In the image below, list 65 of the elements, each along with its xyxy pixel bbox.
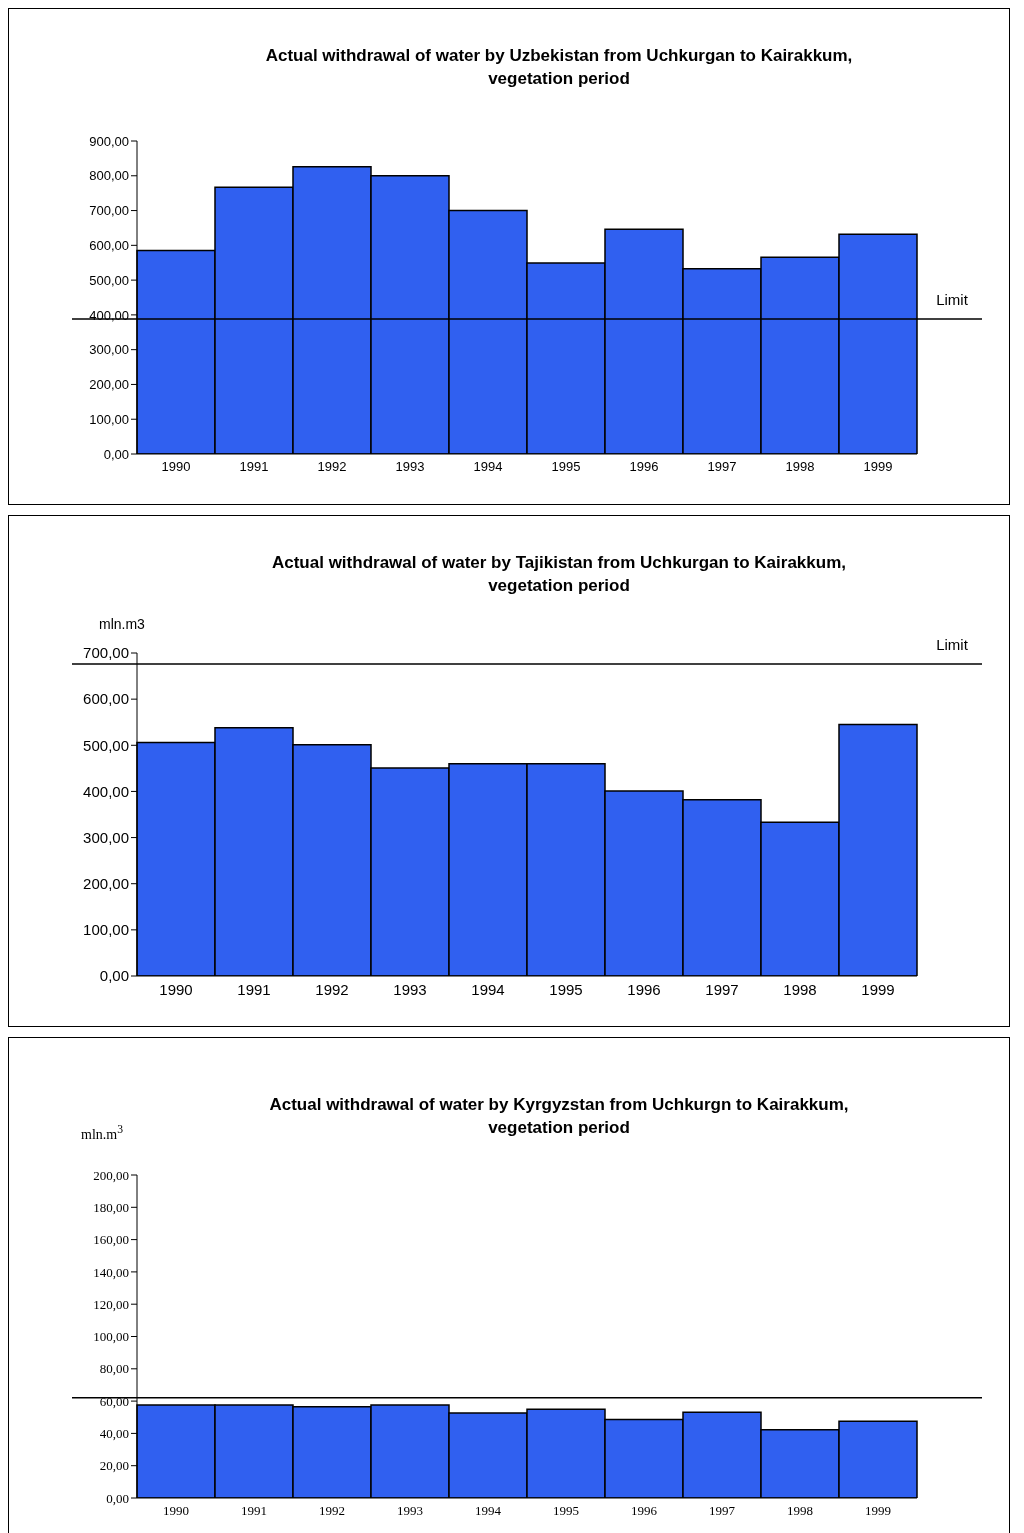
- y-tick-label: 100,00: [93, 1329, 129, 1345]
- y-tick-label: 120,00: [93, 1296, 129, 1312]
- x-tick-label: 1996: [627, 980, 661, 998]
- y-tick-label: 60,00: [99, 1393, 129, 1409]
- ref-line-label: Limit: [936, 636, 969, 654]
- y-tick-label: 300,00: [83, 828, 129, 846]
- y-tick-label: 600,00: [89, 237, 129, 253]
- x-tick-label: 1998: [787, 1503, 813, 1519]
- ref-line-label: Limit: [936, 291, 969, 309]
- x-tick-label: 1997: [707, 459, 737, 475]
- x-tick-label: 1995: [549, 980, 583, 998]
- y-tick-label: 300,00: [89, 342, 129, 358]
- x-tick-label: 1991: [239, 459, 269, 475]
- x-tick-label: 1999: [861, 980, 895, 998]
- x-tick-label: 1993: [393, 980, 427, 998]
- y-tick-label: 500,00: [89, 272, 129, 288]
- y-tick-label: 400,00: [83, 782, 129, 800]
- x-tick-label: 1997: [709, 1503, 736, 1519]
- x-tick-label: 1995: [551, 459, 581, 475]
- chart-title: Actual withdrawal of water by Kyrgyzstan from Uchkurgn to Kairakkum, vegetation period: [268, 1094, 850, 1139]
- chart-title: Actual withdrawal of water by Tajikistan from Uchkurgan to Kairakkum, vegetation period: [270, 552, 847, 597]
- y-tick-label: 180,00: [93, 1199, 129, 1215]
- y-tick-label: 200,00: [83, 875, 129, 893]
- x-tick-label: 1992: [315, 980, 349, 998]
- x-tick-label: 1993: [397, 1503, 423, 1519]
- x-tick-label: 1999: [865, 1503, 891, 1519]
- x-tick-label: 1990: [161, 459, 191, 475]
- y-tick-label: 100,00: [83, 921, 129, 939]
- y-tick-label: 140,00: [93, 1264, 129, 1280]
- y-tick-label: 900,00: [89, 133, 129, 149]
- x-tick-label: 1992: [317, 459, 347, 475]
- x-tick-label: 1992: [319, 1503, 345, 1519]
- y-tick-label: 100,00: [89, 411, 129, 427]
- y-tick-label: 700,00: [83, 644, 129, 662]
- y-tick-label: 500,00: [83, 736, 129, 754]
- y-axis-title: mln.m3: [99, 616, 145, 632]
- y-tick-label: 80,00: [99, 1361, 129, 1377]
- x-tick-label: 1996: [631, 1503, 658, 1519]
- x-tick-label: 1991: [241, 1503, 267, 1519]
- x-tick-label: 1998: [785, 459, 815, 475]
- x-tick-label: 1999: [863, 459, 893, 475]
- x-tick-label: 1998: [783, 980, 817, 998]
- y-axis-title: mln.m$^{3}$: [81, 1123, 123, 1143]
- y-tick-label: 0,00: [106, 1490, 129, 1506]
- x-tick-label: 1990: [159, 980, 193, 998]
- x-tick-label: 1990: [163, 1503, 189, 1519]
- y-tick-label: 160,00: [93, 1232, 129, 1248]
- y-tick-label: 0,00: [99, 967, 129, 985]
- y-tick-label: 700,00: [89, 203, 129, 219]
- x-tick-label: 1994: [475, 1503, 502, 1519]
- y-tick-label: 600,00: [83, 690, 129, 708]
- x-tick-label: 1997: [705, 980, 739, 998]
- x-tick-label: 1993: [395, 459, 425, 475]
- x-tick-label: 1994: [471, 980, 505, 998]
- x-tick-label: 1994: [473, 459, 503, 475]
- y-tick-label: 0,00: [103, 446, 129, 462]
- y-tick-label: 200,00: [89, 377, 129, 393]
- y-tick-label: 20,00: [99, 1458, 129, 1474]
- y-tick-label: 200,00: [93, 1167, 129, 1183]
- y-tick-label: 800,00: [89, 168, 129, 184]
- x-tick-label: 1996: [629, 459, 659, 475]
- chart-title: Actual withdrawal of water by Uzbekistan from Uchkurgan to Kairakkum, vegetation period: [264, 45, 854, 90]
- y-tick-label: 40,00: [99, 1426, 129, 1442]
- x-tick-label: 1995: [553, 1503, 579, 1519]
- x-tick-label: 1991: [237, 980, 271, 998]
